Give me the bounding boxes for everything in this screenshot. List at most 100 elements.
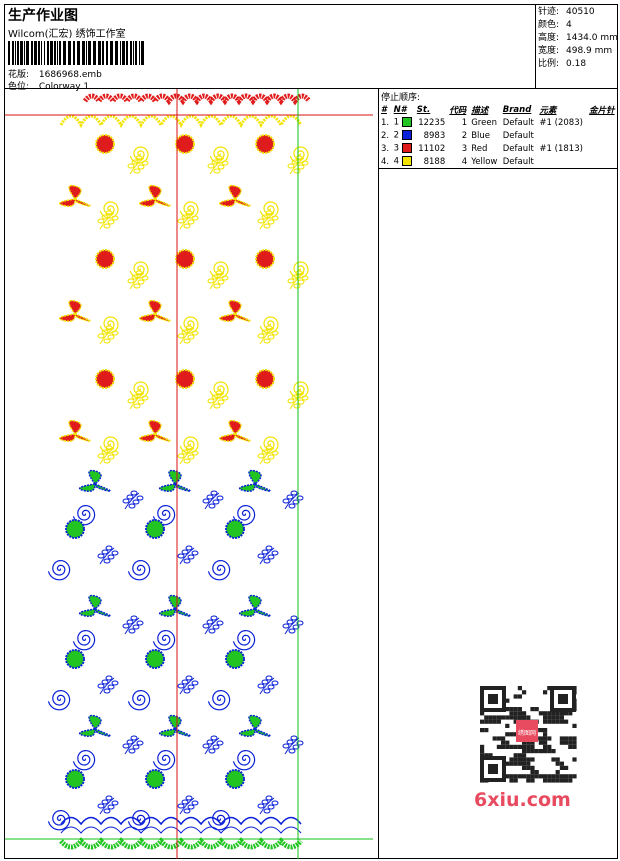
row-brand: Default <box>502 130 534 141</box>
green-flower <box>238 594 272 617</box>
blue-sprig <box>282 490 304 510</box>
yellow-sprig <box>97 210 119 230</box>
yellow-spiral <box>289 261 309 279</box>
row-sequin <box>587 142 618 155</box>
red-flower <box>58 184 92 207</box>
yellow-sprig <box>127 155 149 175</box>
red-bud <box>255 134 275 154</box>
design-file-value: 1686968.emb <box>38 70 102 80</box>
blue-spiral <box>232 504 256 526</box>
red-flower <box>218 299 252 322</box>
red-flower <box>138 419 172 442</box>
col-index: # <box>381 105 387 115</box>
row-element: #1 (2083) <box>537 116 587 129</box>
row-stitches: 11102 <box>418 143 446 154</box>
row-sequin <box>587 155 618 169</box>
col-description: 描述 <box>471 106 489 116</box>
blue-spiral <box>152 629 176 651</box>
yellow-sprig <box>177 325 199 345</box>
legend-caption: 停止顺序: <box>381 93 421 103</box>
blue-sprig <box>282 735 304 755</box>
blue-sprig <box>257 675 279 695</box>
blue-sprig <box>97 545 119 565</box>
green-bud <box>65 519 85 539</box>
red-flower <box>218 419 252 442</box>
blue-sprig <box>177 675 199 695</box>
row-element-text: #1 (2083) <box>539 117 583 128</box>
green-bud <box>145 769 165 789</box>
yellow-spiral <box>259 436 279 454</box>
red-flower <box>138 184 172 207</box>
row-index: 1. <box>381 117 390 128</box>
blue-sprig <box>202 490 224 510</box>
green-bud <box>65 769 85 789</box>
blue-spiral <box>232 749 256 771</box>
row-code: 1 <box>461 117 468 128</box>
row-index: 3. <box>381 143 390 154</box>
green-flower <box>238 714 272 737</box>
row-index: 2. <box>381 130 390 141</box>
blue-sprig <box>177 545 199 565</box>
row-sequin <box>587 129 618 142</box>
qr-code: 绣图网 <box>470 680 586 816</box>
color-row: 2. 2 8983 2 Blue Default <box>379 129 618 142</box>
green-bud <box>225 649 245 669</box>
color-table-header: # N# St. 代码 描述 Brand 元素 金片针 <box>379 104 618 116</box>
green-flower <box>158 594 192 617</box>
green-flower <box>158 469 192 492</box>
row-number-text: 3 <box>393 143 400 154</box>
yellow-spiral <box>259 201 279 219</box>
yellow-sprig <box>177 210 199 230</box>
red-flower <box>138 299 172 322</box>
design-file-row: 花版: 1686968.emb <box>8 67 102 80</box>
yellow-spiral <box>99 201 119 219</box>
blue-spiral <box>152 749 176 771</box>
blue-spiral <box>207 809 231 831</box>
stat-height: 高度: 1434.0 mm <box>538 33 618 43</box>
blue-spiral <box>152 504 176 526</box>
color-table: # N# St. 代码 描述 Brand 元素 金片针 1. 1 12235 1 Gr… <box>379 104 618 169</box>
row-stitches: 8188 <box>414 155 448 169</box>
color-swatch <box>401 156 412 167</box>
row-number-text: 2 <box>393 130 400 141</box>
row-stitches: 12235 <box>418 117 446 128</box>
col-stitches: St. <box>416 105 431 115</box>
blue-sprig <box>122 615 144 635</box>
yellow-spiral <box>129 381 149 399</box>
blue-spiral <box>232 629 256 651</box>
red-bud <box>255 249 275 269</box>
row-element-text: #1 (1813) <box>539 143 583 154</box>
row-code: 4 <box>447 155 470 169</box>
colorway-value: Colorway 1 <box>38 82 90 92</box>
blue-spiral <box>207 689 231 711</box>
stat-colors: 颜色: 4 <box>538 20 572 30</box>
embroidery-canvas <box>5 89 373 859</box>
blue-sprig <box>122 490 144 510</box>
blue-spiral <box>127 559 151 581</box>
row-brand: Default <box>502 143 534 154</box>
green-flower <box>158 714 192 737</box>
row-number-text: 4 <box>393 156 400 167</box>
red-bud <box>175 369 195 389</box>
red-bud <box>175 249 195 269</box>
red-bud <box>95 249 115 269</box>
blue-sprig <box>257 545 279 565</box>
blue-sprig <box>97 675 119 695</box>
blue-spiral <box>207 559 231 581</box>
yellow-sprig <box>257 325 279 345</box>
blue-sprig <box>282 615 304 635</box>
red-bud <box>255 369 275 389</box>
blue-spiral <box>72 629 96 651</box>
row-description: Yellow <box>469 155 501 169</box>
watermark: 6xiu.com <box>474 789 571 811</box>
bottom-border <box>59 837 303 850</box>
color-row: 3. 3 11102 3 Red Default #1 (1813) <box>379 142 618 155</box>
green-flower <box>238 469 272 492</box>
blue-spiral <box>72 749 96 771</box>
color-swatch <box>401 143 412 154</box>
color-legend: 停止顺序: # N# St. 代码 描述 Brand 元素 金片针 1. 1 12… <box>379 89 618 169</box>
green-bud <box>145 519 165 539</box>
green-bud <box>225 519 245 539</box>
yellow-sprig <box>97 445 119 465</box>
red-bud <box>175 134 195 154</box>
